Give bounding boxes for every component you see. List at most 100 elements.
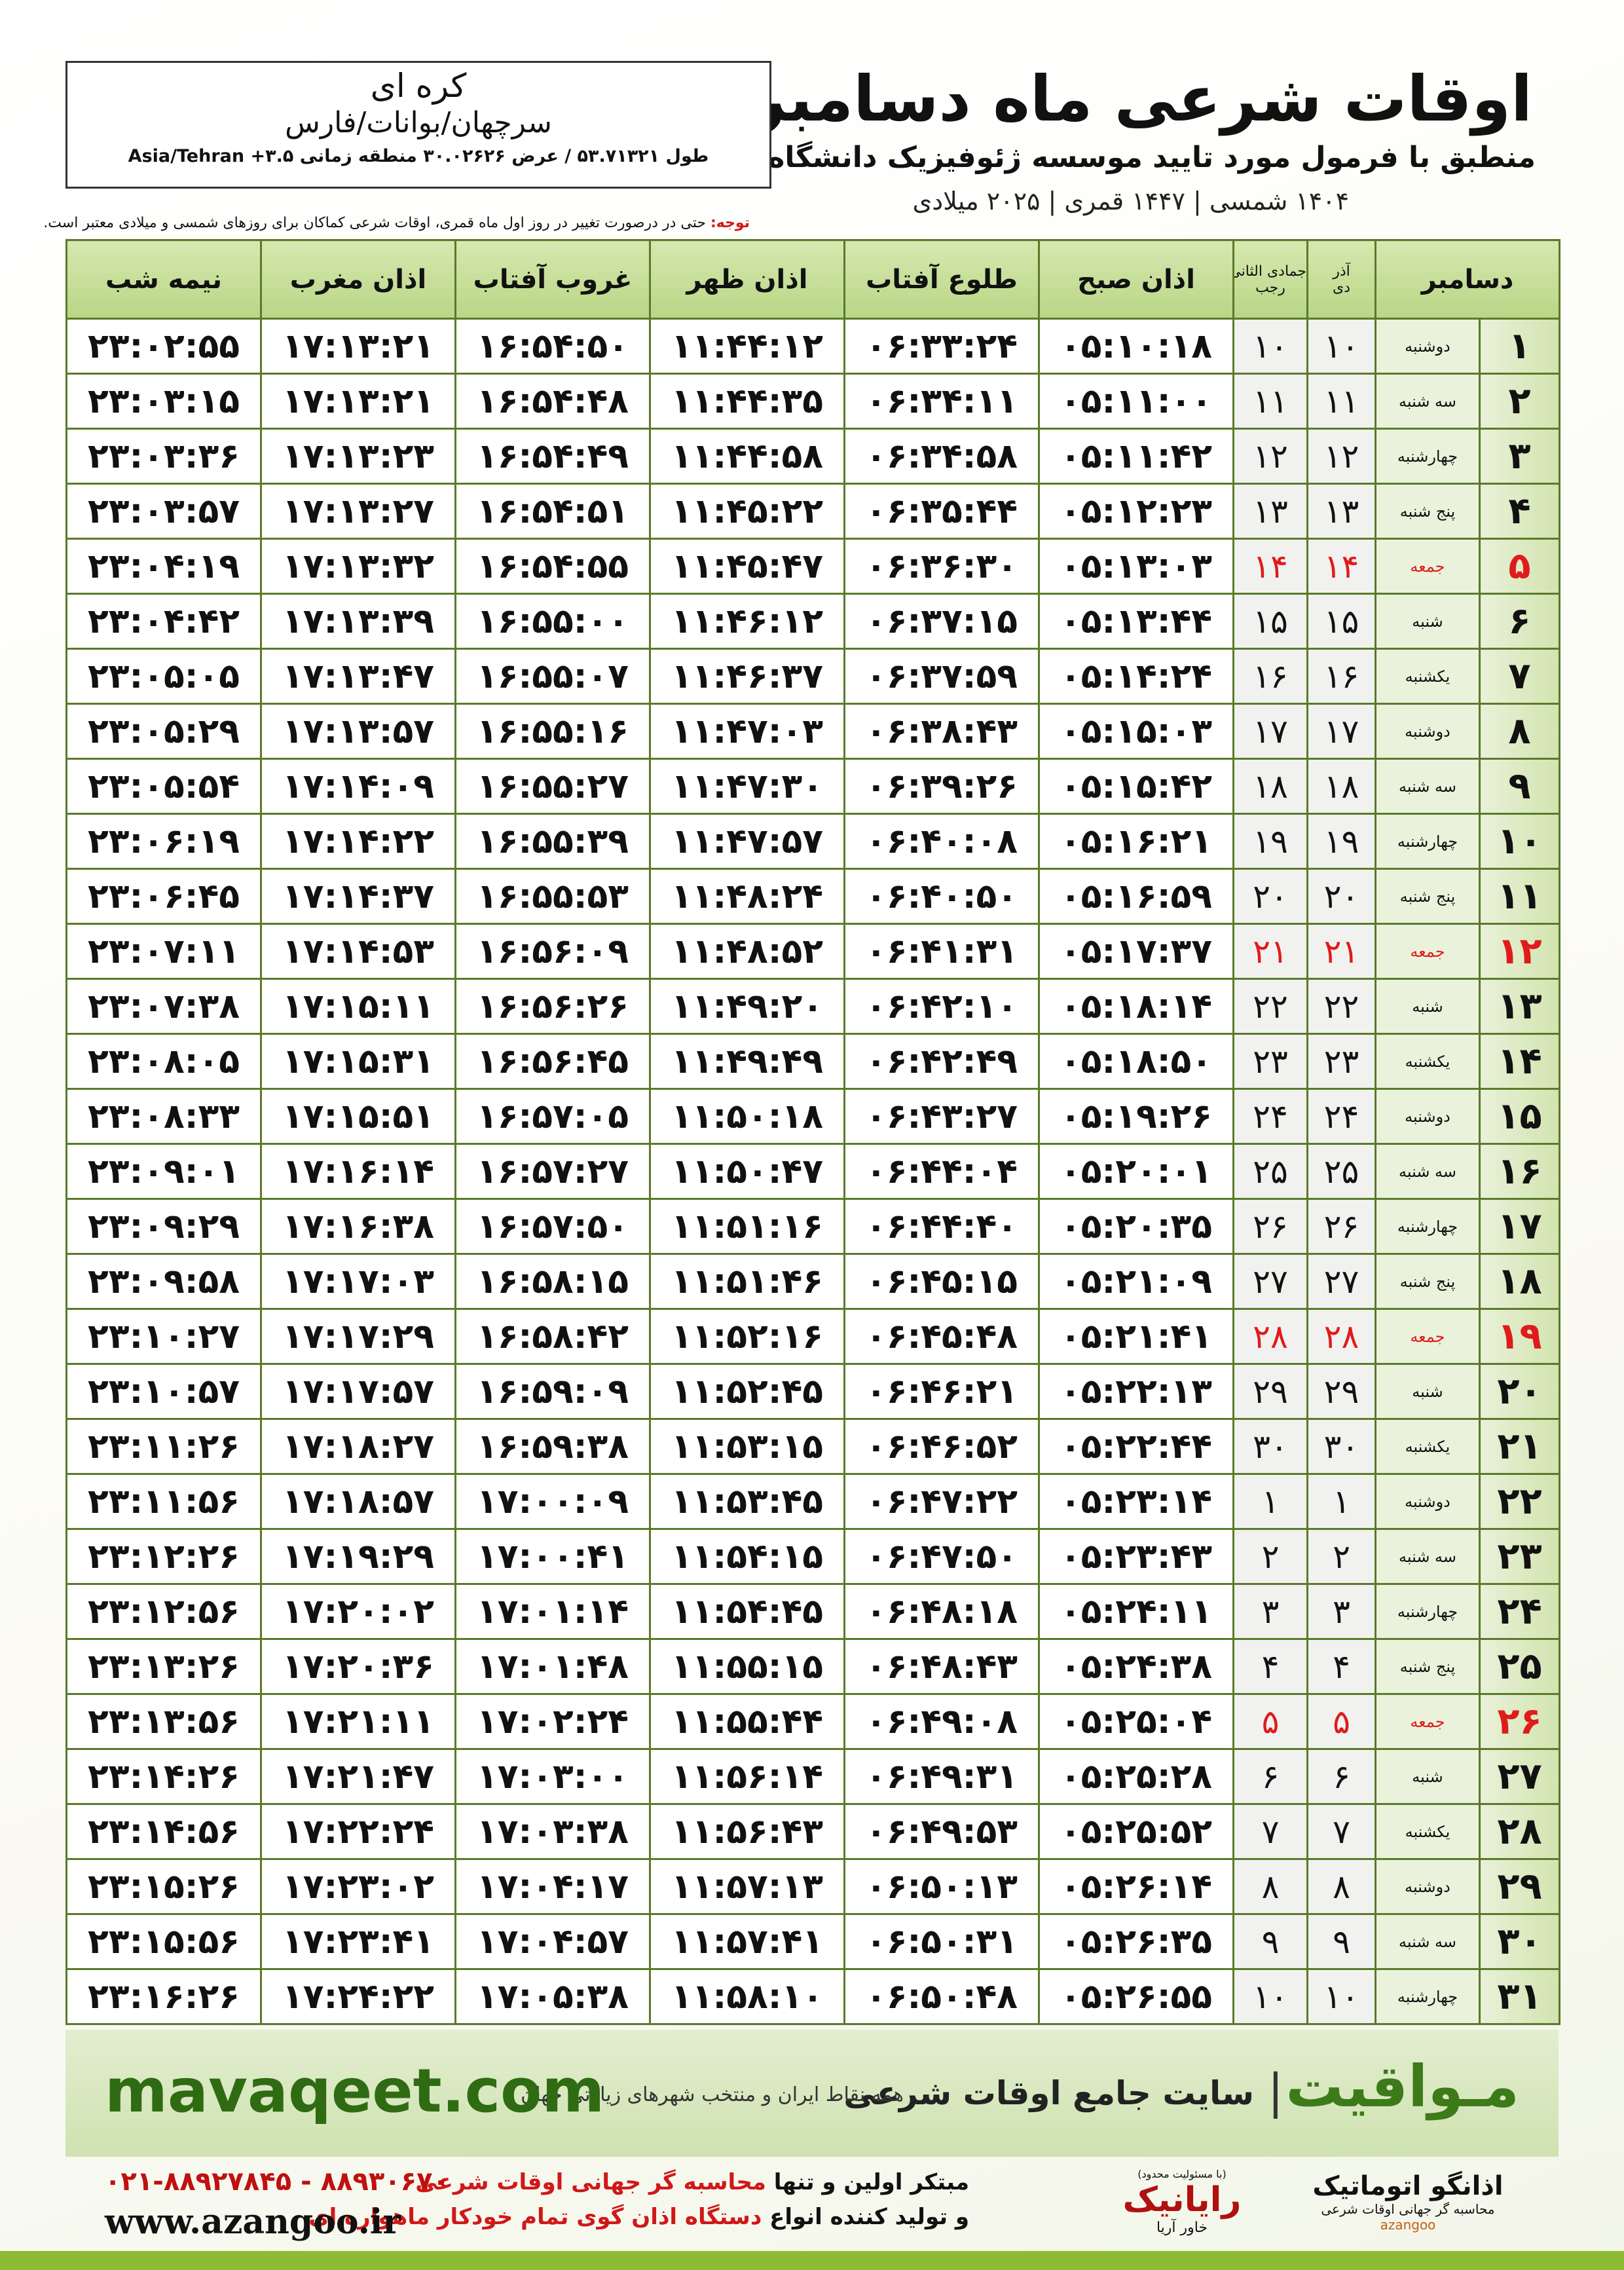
- cell: ۱۷:۱۷:۲۹: [260, 1308, 456, 1365]
- cell: ۲۴: [1232, 1088, 1308, 1145]
- cell: ۲۳:۰۵:۵۴: [65, 758, 262, 815]
- note-text: حتی در درصورت تغییر در روز اول ماه قمری،…: [43, 215, 706, 231]
- cell: ۰۶:۴۴:۰۴: [843, 1143, 1040, 1200]
- cell: ۱۰: [1232, 1968, 1308, 2025]
- cell: ۱۶:۵۵:۵۳: [454, 868, 651, 925]
- table-row: ۲ سه شنبه ۱۱ ۱۱ ۰۵:۱۱:۰۰ ۰۶:۳۴:۱۱ ۱۱:۴۴:۳۵ ۱۶:۵…: [65, 373, 1561, 430]
- cell: ۰۶:۳۴:۱۱: [843, 373, 1040, 430]
- cell: ۱۶:۵۵:۳۹: [454, 813, 651, 870]
- cell: یکشنبه: [1374, 648, 1481, 705]
- cell: شنبه: [1374, 978, 1481, 1035]
- cell: ۰۶:۳۵:۴۴: [843, 483, 1040, 540]
- cell: چهارشنبه: [1374, 1583, 1481, 1640]
- cell: ۱۴: [1306, 538, 1376, 595]
- cell: ۰۵:۲۱:۴۱: [1038, 1308, 1234, 1365]
- cell: ۱۷:۱۳:۳۹: [260, 593, 456, 650]
- cell: ۲۳:۰۷:۳۸: [65, 978, 262, 1035]
- cell: ۲۳:۰۸:۰۵: [65, 1033, 262, 1090]
- column-header: اذان صبح: [1038, 239, 1234, 320]
- cell: ۸: [1232, 1858, 1308, 1915]
- cell: ۲۰: [1306, 868, 1376, 925]
- cell: شنبه: [1374, 593, 1481, 650]
- cell: ۱۱:۴۸:۵۲: [649, 923, 845, 980]
- cell: ۱۷:۲۱:۱۱: [260, 1693, 456, 1750]
- cell: ۰۵:۲۰:۳۵: [1038, 1198, 1234, 1255]
- cell: ۱۷:۱۷:۰۳: [260, 1253, 456, 1310]
- cell: ۲۹: [1232, 1363, 1308, 1420]
- table-row: ۷ یکشنبه ۱۶ ۱۶ ۰۵:۱۴:۲۴ ۰۶:۳۷:۵۹ ۱۱:۴۶:۳۷ ۱۶:۵۵…: [65, 648, 1561, 705]
- prayer-table: دسامبر آذر دی جمادی الثانی رجب اذان صبح طل…: [65, 239, 1561, 2025]
- cell: ۰۶:۴۵:۴۸: [843, 1308, 1040, 1365]
- cell: ۱۶: [1232, 648, 1308, 705]
- cell: ۲۳:۰۷:۱۱: [65, 923, 262, 980]
- cell: ۱۶:۵۴:۵۰: [454, 318, 651, 375]
- cell: ۱۸: [1306, 758, 1376, 815]
- cell: ۱۱:۵۵:۱۵: [649, 1638, 845, 1695]
- cell: ۳۱: [1479, 1968, 1561, 2025]
- cell: ۱۱:۴۷:۵۷: [649, 813, 845, 870]
- cell: یکشنبه: [1374, 1418, 1481, 1475]
- cell: ۳۰: [1232, 1418, 1308, 1475]
- cell: ۷: [1479, 648, 1561, 705]
- table-row: ۲۷ شنبه ۶ ۶ ۰۵:۲۵:۲۸ ۰۶:۴۹:۳۱ ۱۱:۵۶:۱۴ ۱۷:۰۳:۰۰…: [65, 1748, 1561, 1805]
- cell: ۱۷:۱۳:۴۷: [260, 648, 456, 705]
- cell: جمعه: [1374, 1693, 1481, 1750]
- cell: ۱۱:۴۵:۲۲: [649, 483, 845, 540]
- cell: ۱۴: [1479, 1033, 1561, 1090]
- cell: ۰۶:۴۱:۳۱: [843, 923, 1040, 980]
- cell: ۱۷:۱۹:۲۹: [260, 1528, 456, 1585]
- cell: ۱۶:۵۴:۵۱: [454, 483, 651, 540]
- cell: ۲۳:۱۱:۲۶: [65, 1418, 262, 1475]
- cell: ۱۷:۱۳:۳۲: [260, 538, 456, 595]
- cell: ۱۶:۵۴:۴۹: [454, 428, 651, 485]
- cell: ۲۳:۰۳:۱۵: [65, 373, 262, 430]
- cell: ۰۶:۳۶:۳۰: [843, 538, 1040, 595]
- cell: ۲۱: [1479, 1418, 1561, 1475]
- cell: ۲۶: [1306, 1198, 1376, 1255]
- cell: جمعه: [1374, 538, 1481, 595]
- cell: ۲۷: [1306, 1253, 1376, 1310]
- cell: سه شنبه: [1374, 1913, 1481, 1970]
- cell: ۱۶:۵۹:۳۸: [454, 1418, 651, 1475]
- cell: ۰۶:۴۶:۲۱: [843, 1363, 1040, 1420]
- cell: ۱۶:۵۵:۲۷: [454, 758, 651, 815]
- table-row: ۱ دوشنبه ۱۰ ۱۰ ۰۵:۱۰:۱۸ ۰۶:۳۳:۲۴ ۱۱:۴۴:۱۲ ۱۶:۵۴…: [65, 318, 1561, 375]
- cell: ۰۶:۴۰:۰۸: [843, 813, 1040, 870]
- cell: ۱۱:۴۴:۳۵: [649, 373, 845, 430]
- cell: ۱۱:۴۴:۵۸: [649, 428, 845, 485]
- logo-name: رایانیک: [1122, 2180, 1242, 2220]
- cell: ۱۱:۵۵:۴۴: [649, 1693, 845, 1750]
- cell: سه شنبه: [1374, 373, 1481, 430]
- cell: ۱۷:۰۰:۴۱: [454, 1528, 651, 1585]
- cell: ۵: [1479, 538, 1561, 595]
- cell: ۲۳:۰۸:۳۳: [65, 1088, 262, 1145]
- cell: ۱۷:۱۴:۳۷: [260, 868, 456, 925]
- cell: ۱۷:۱۳:۲۷: [260, 483, 456, 540]
- cell: ۱۹: [1479, 1308, 1561, 1365]
- cell: ۱۷: [1479, 1198, 1561, 1255]
- table-row: ۱۰ چهارشنبه ۱۹ ۱۹ ۰۵:۱۶:۲۱ ۰۶:۴۰:۰۸ ۱۱:۴۷:۵۷ ۱۶…: [65, 813, 1561, 870]
- cell: ۱۲: [1232, 428, 1308, 485]
- cell: ۲۳:۰۴:۱۹: [65, 538, 262, 595]
- cell: ۷: [1232, 1803, 1308, 1860]
- banner: مـواقیت | سایت جامع اوقات شرعی همه نقاط …: [65, 2030, 1559, 2157]
- cell: ۱۶:۵۸:۱۵: [454, 1253, 651, 1310]
- website: mavaqeet.com: [105, 2056, 605, 2126]
- cell: ۲۳:۰۹:۵۸: [65, 1253, 262, 1310]
- logo-sub: خاور آریا: [1156, 2220, 1208, 2236]
- cell: ۱۷:۱۳:۲۱: [260, 318, 456, 375]
- cell: ۱۷:۱۵:۱۱: [260, 978, 456, 1035]
- cell: ۱۵: [1306, 593, 1376, 650]
- cell: ۱۷:۰۵:۳۸: [454, 1968, 651, 2025]
- text: محاسبه گر جهانی اوقات شرعی: [415, 2169, 766, 2195]
- cell: ۲۳:۱۱:۵۶: [65, 1473, 262, 1530]
- cell: ۰۵:۱۳:۴۴: [1038, 593, 1234, 650]
- cell: ۰۶:۳۸:۴۳: [843, 703, 1040, 760]
- cell: ۱۱:۵۲:۴۵: [649, 1363, 845, 1420]
- cell: ۲۳:۰۴:۴۲: [65, 593, 262, 650]
- cell: ۲۹: [1479, 1858, 1561, 1915]
- cell: ۱۱:۵۷:۴۱: [649, 1913, 845, 1970]
- cell: ۱۶: [1306, 648, 1376, 705]
- cell: ۰۵:۲۶:۱۴: [1038, 1858, 1234, 1915]
- table-row: ۳۰ سه شنبه ۹ ۹ ۰۵:۲۶:۳۵ ۰۶:۵۰:۳۱ ۱۱:۵۷:۴۱ ۱۷:۰۴…: [65, 1913, 1561, 1970]
